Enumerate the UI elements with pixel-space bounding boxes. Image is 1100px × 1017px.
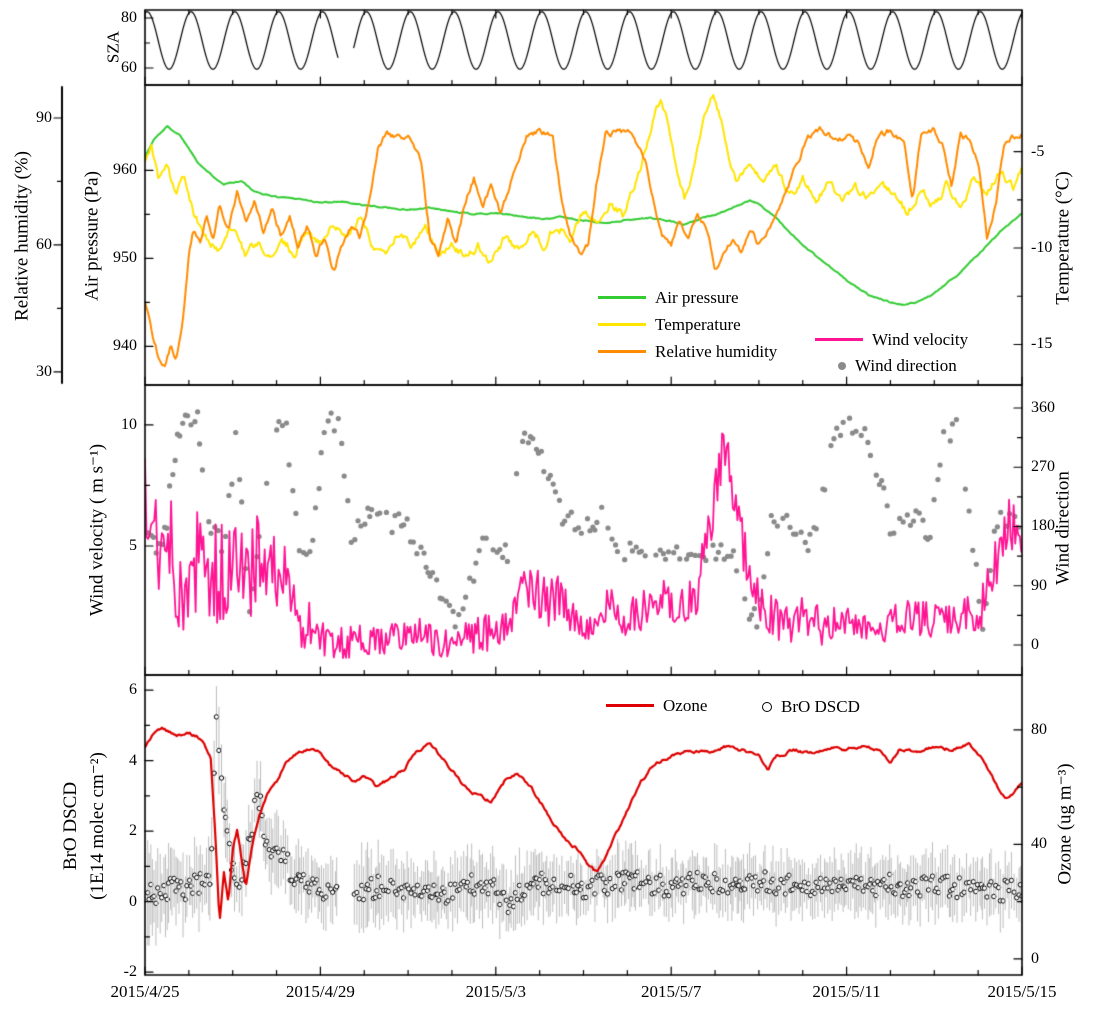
y-tick-label: 360 bbox=[1031, 398, 1055, 416]
y-tick-label: -5 bbox=[1031, 142, 1045, 160]
y-tick-label: 80 bbox=[121, 9, 137, 26]
legend-label-ozone: Ozone bbox=[663, 696, 708, 715]
temperature-axis-title: Temperature (°C) bbox=[1052, 171, 1074, 305]
y-tick-label: 90 bbox=[36, 109, 52, 126]
bro-dscd-circle-swatch bbox=[762, 701, 772, 712]
relative-humidity-line-swatch bbox=[598, 350, 646, 353]
y-tick-label: 270 bbox=[1031, 458, 1055, 476]
ozone-axis-title: Ozone (ug m⁻³) bbox=[1054, 763, 1076, 885]
wind-velocity-line-swatch bbox=[815, 338, 863, 341]
air-pressure-line-swatch bbox=[598, 296, 646, 299]
legend-label-wind-velocity: Wind velocity bbox=[872, 330, 969, 349]
legend-item-bro-dscd: BrO DSCD bbox=[762, 698, 860, 715]
y-tick-label: 2 bbox=[129, 822, 137, 840]
sza-axis-title: SZA bbox=[103, 30, 123, 64]
y-tick-label: 950 bbox=[113, 249, 137, 267]
x-tick-label: 2015/5/11 bbox=[812, 982, 881, 1001]
legend-label-temperature: Temperature bbox=[655, 315, 741, 334]
y-tick-label: 180 bbox=[1031, 517, 1055, 535]
legend-label-wind-direction: Wind direction bbox=[855, 356, 957, 375]
y-tick-label: -2 bbox=[123, 963, 137, 981]
bro-dscd-axis-title: BrO DSCD (1E14 molec cm⁻²) bbox=[57, 752, 111, 900]
y-tick-label: 0 bbox=[1031, 635, 1039, 653]
y-tick-label: 4 bbox=[129, 751, 137, 769]
bro-dscd-axis-title-line1: BrO DSCD bbox=[60, 781, 81, 871]
bro-dscd-axis-title-line2: (1E14 molec cm⁻²) bbox=[87, 752, 108, 900]
y-tick-label: 60 bbox=[121, 59, 137, 76]
y-tick-label: 10 bbox=[121, 415, 137, 433]
y-tick-label: 40 bbox=[1031, 835, 1047, 853]
temperature-line-swatch bbox=[598, 323, 646, 326]
y-tick-label: 0 bbox=[129, 892, 137, 910]
legend-item-relative-humidity: Relative humidity bbox=[598, 343, 777, 360]
x-tick-label: 2015/5/7 bbox=[640, 982, 702, 1001]
y-tick-label: 960 bbox=[113, 161, 137, 179]
y-tick-label: 80 bbox=[1031, 720, 1047, 738]
legend-label-bro-dscd: BrO DSCD bbox=[781, 697, 860, 716]
relative-humidity-axis-title: Relative humidity (%) bbox=[11, 151, 33, 321]
legend-item-wind-direction: Wind direction bbox=[838, 357, 957, 374]
y-tick-label: 6 bbox=[129, 681, 137, 699]
y-tick-label: 30 bbox=[36, 362, 52, 380]
y-tick-label: 90 bbox=[1031, 576, 1047, 594]
y-tick-label: 940 bbox=[113, 337, 137, 355]
air-pressure-axis-title: Air pressure (Pa) bbox=[81, 171, 103, 301]
ozone-line-swatch bbox=[606, 704, 654, 707]
y-tick-label: 5 bbox=[129, 536, 137, 554]
x-tick-label: 2015/5/15 bbox=[987, 982, 1057, 1001]
legend-label-air-pressure: Air pressure bbox=[655, 288, 739, 307]
legend-item-ozone: Ozone bbox=[606, 697, 707, 714]
legend-item-wind-velocity: Wind velocity bbox=[815, 331, 968, 348]
legend-item-temperature: Temperature bbox=[598, 316, 741, 333]
y-tick-label: -15 bbox=[1031, 335, 1053, 353]
wind-direction-axis-title: Wind direction bbox=[1052, 471, 1074, 585]
x-tick-label: 2015/4/29 bbox=[285, 982, 355, 1001]
y-tick-label: 0 bbox=[1031, 949, 1039, 967]
wind-velocity-axis-title: Wind velocity ( m s⁻¹) bbox=[86, 443, 108, 617]
y-tick-label: 60 bbox=[36, 235, 52, 253]
x-tick-label: 2015/4/25 bbox=[110, 982, 180, 1001]
y-tick-label: -10 bbox=[1031, 239, 1053, 257]
x-tick-label: 2015/5/3 bbox=[465, 982, 527, 1001]
legend-item-air-pressure: Air pressure bbox=[598, 289, 739, 306]
wind-direction-dot-swatch bbox=[838, 361, 846, 370]
legend-label-relative-humidity: Relative humidity bbox=[655, 342, 778, 361]
